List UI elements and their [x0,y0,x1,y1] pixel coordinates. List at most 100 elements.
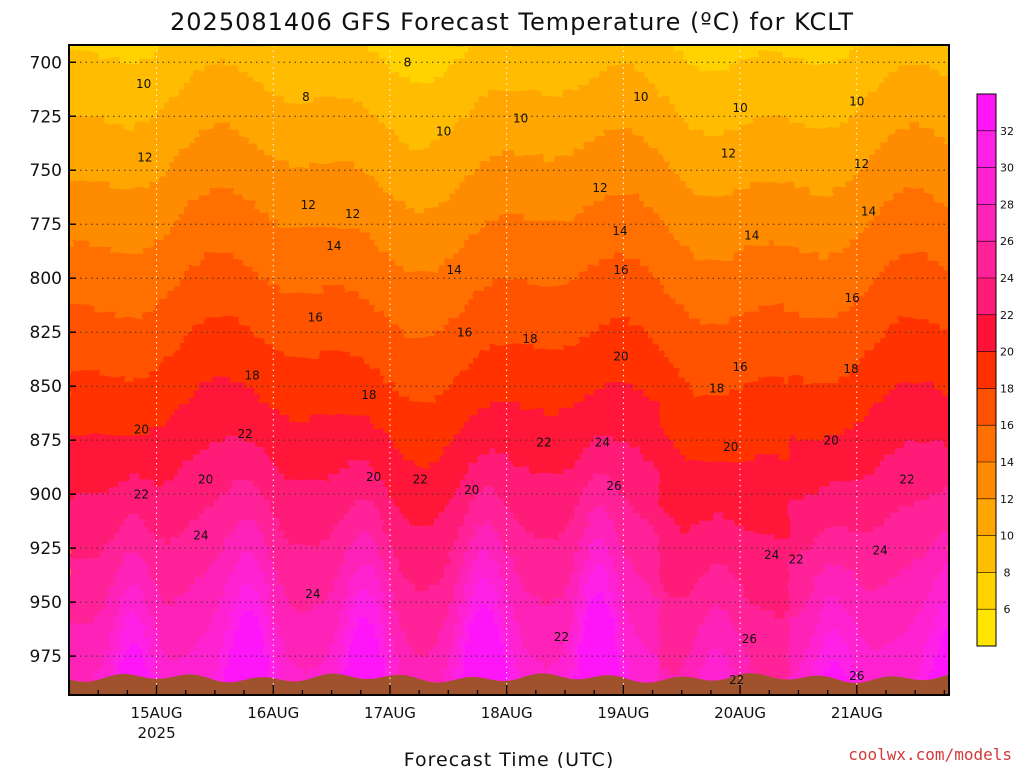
field-cell [199,636,205,644]
field-cell [89,519,95,527]
field-cell [304,103,310,111]
field-cell [249,240,255,248]
field-cell [99,136,105,144]
field-cell [134,168,140,176]
field-cell [209,493,215,501]
field-cell [204,71,210,79]
field-cell [179,90,185,98]
field-cell [279,493,285,501]
field-cell [234,201,240,209]
field-cell [169,194,175,202]
field-cell [284,545,290,553]
field-cell [289,435,295,443]
field-cell [99,266,105,274]
field-cell [199,461,205,469]
field-cell [289,181,295,189]
field-cell [249,292,255,300]
field-cell [159,389,165,397]
field-cell [244,123,250,131]
field-cell [179,337,185,345]
field-cell [309,591,315,599]
field-cell [284,298,290,306]
field-cell [249,565,255,573]
field-cell [89,240,95,248]
field-cell [89,532,95,540]
field-cell [294,591,300,599]
field-cell [269,71,275,79]
field-cell [159,597,165,605]
field-cell [234,305,240,313]
field-cell [224,487,230,495]
field-cell [89,500,95,508]
field-cell [234,123,240,131]
field-cell [124,539,130,547]
field-cell [149,448,155,456]
field-cell [199,214,205,222]
field-cell [134,240,140,248]
field-cell [114,500,120,508]
field-cell [79,84,85,92]
field-cell [184,129,190,137]
field-cell [164,526,170,534]
field-cell [89,285,95,293]
field-cell [159,337,165,345]
field-cell [79,584,85,592]
field-cell [294,578,300,586]
field-cell [69,292,75,300]
field-cell [164,519,170,527]
field-cell [239,240,245,248]
field-cell [129,318,135,326]
field-cell [309,532,315,540]
field-cell [189,142,195,150]
field-cell [269,552,275,560]
field-cell [269,324,275,332]
field-cell [129,58,135,66]
field-cell [159,636,165,644]
field-cell [269,532,275,540]
field-cell [289,233,295,241]
field-cell [144,103,150,111]
field-cell [259,129,265,137]
field-cell [269,649,275,657]
field-cell [109,129,115,137]
field-cell [249,480,255,488]
field-cell [184,337,190,345]
field-cell [284,578,290,586]
field-cell [219,136,225,144]
field-cell [204,279,210,287]
field-cell [149,428,155,436]
field-cell [199,272,205,280]
field-cell [84,441,90,449]
field-cell [159,90,165,98]
field-cell [149,103,155,111]
field-cell [289,591,295,599]
field-cell [224,669,230,677]
field-cell [224,155,230,163]
field-cell [184,51,190,59]
field-cell [249,149,255,157]
field-cell [164,253,170,261]
field-cell [249,396,255,404]
field-cell [139,266,145,274]
field-cell [184,136,190,144]
field-cell [199,480,205,488]
field-cell [264,578,270,586]
field-cell [109,51,115,59]
field-cell [159,324,165,332]
field-cell [84,71,90,79]
field-cell [179,435,185,443]
field-cell [79,51,85,59]
field-cell [159,136,165,144]
field-cell [254,246,260,254]
field-cell [279,578,285,586]
field-cell [69,175,75,183]
field-cell [79,207,85,215]
field-cell [299,519,305,527]
field-cell [284,604,290,612]
field-cell [279,604,285,612]
field-cell [74,454,80,462]
field-cell [129,123,135,131]
field-cell [179,259,185,267]
field-cell [279,279,285,287]
field-cell [209,454,215,462]
